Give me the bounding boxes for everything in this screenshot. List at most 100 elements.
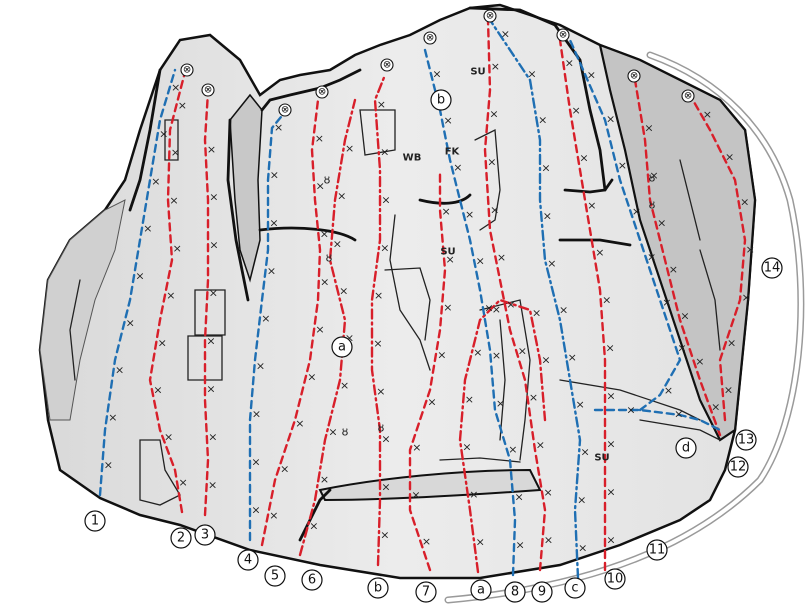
bolt-cross-icon: × <box>465 393 474 406</box>
svg-text:6: 6 <box>308 573 316 588</box>
sector-letter-b: b <box>367 577 389 599</box>
svg-text:⊗: ⊗ <box>630 71 638 82</box>
bolt-cross-icon: × <box>644 121 653 134</box>
bolt-cross-icon: × <box>261 312 270 325</box>
bolt-cross-icon: × <box>209 287 218 300</box>
bolt-cross-icon: × <box>476 536 485 549</box>
bolt-cross-icon: × <box>340 379 349 392</box>
bolt-cross-icon: × <box>547 257 556 270</box>
route-number-13: 13 <box>735 429 757 451</box>
bolt-cross-icon: × <box>515 539 524 552</box>
bolt-cross-icon: × <box>529 391 538 404</box>
bolt-cross-icon: × <box>333 237 342 250</box>
bolt-cross-icon: × <box>411 489 420 502</box>
bolt-cross-icon: × <box>316 180 325 193</box>
svg-text:7: 7 <box>422 585 430 600</box>
bolt-cross-icon: × <box>339 284 348 297</box>
bolt-cross-icon: × <box>497 251 506 264</box>
lowering-anchor-icon: ⊗ <box>556 28 570 42</box>
bolt-cross-icon: × <box>178 99 187 112</box>
bolt-cross-icon: × <box>178 476 187 489</box>
lowering-anchor-icon: ⊗ <box>180 63 194 77</box>
bolt-cross-icon: × <box>496 397 505 410</box>
route-10 <box>558 38 607 572</box>
bolt-cross-icon: × <box>649 169 658 182</box>
bolt-cross-icon: × <box>543 209 552 222</box>
bolt-cross-icon: × <box>527 68 536 81</box>
bolt-cross-icon: × <box>376 385 385 398</box>
bolt-cross-icon: × <box>492 303 501 316</box>
route-number-2: 2 <box>170 527 192 549</box>
bolt-cross-icon: × <box>443 114 452 127</box>
svg-text:b: b <box>437 93 445 108</box>
lowering-anchor-icon: ⊗ <box>483 9 497 23</box>
sector-letter-markers: a a b b c d <box>331 89 697 601</box>
bolt-cross-icon: × <box>208 431 217 444</box>
bolt-cross-icon: × <box>328 426 337 439</box>
bolt-cross-icon: × <box>508 443 517 456</box>
bolt-cross-icon: × <box>381 433 390 446</box>
bolt-cross-icon: × <box>484 302 493 315</box>
route-number-10: 10 <box>604 568 626 590</box>
bolt-cross-icon: × <box>565 57 574 70</box>
bolt-cross-icon: × <box>307 370 316 383</box>
bolt-cross-icon: × <box>575 398 584 411</box>
route-11 <box>568 38 682 412</box>
sector-letter-a: a <box>470 579 492 601</box>
bolt-cross-icon: × <box>345 331 354 344</box>
route-number-6: 6 <box>301 569 323 591</box>
bolt-cross-icon: × <box>465 208 474 221</box>
bolt-cross-icon: × <box>674 408 683 421</box>
bolt-cross-icon: × <box>207 143 216 156</box>
route-c <box>488 18 582 580</box>
bolt-cross-icon: × <box>380 146 389 159</box>
svg-text:5: 5 <box>271 569 279 584</box>
bolt-cross-icon: × <box>171 81 180 94</box>
bolt-cross-icon: × <box>443 301 452 314</box>
bolt-cross-icon: × <box>269 509 278 522</box>
bolt-cross-icon: × <box>543 486 552 499</box>
sling-icon: ȣ <box>342 426 349 439</box>
slings: ȣ ȣ ȣ ȣ ȣ ȣ <box>324 172 656 439</box>
route-number-8: 8 <box>504 581 526 603</box>
bolt-cross-icon: × <box>337 190 346 203</box>
bolt-cross-icon: × <box>373 337 382 350</box>
annotation-su: SU <box>440 247 455 258</box>
route-number-3: 3 <box>194 524 216 546</box>
svg-text:4: 4 <box>244 553 252 568</box>
bolt-cross-icon: × <box>578 542 587 555</box>
bolt-cross-icon: × <box>206 335 215 348</box>
bolt-cross-icon: × <box>595 246 604 259</box>
bolt-cross-icon: × <box>725 151 734 164</box>
bolt-cross-icon: × <box>677 342 686 355</box>
sling-icon: ȣ <box>649 199 656 212</box>
lowering-anchor-icon: ⊗ <box>380 58 394 72</box>
bolt-cross-icon: × <box>606 486 615 499</box>
route-number-7: 7 <box>415 581 437 603</box>
bolt-cross-icon: × <box>164 430 173 443</box>
bolts: × × × × × × × × × × × × × × × × × × × × × × × × × × × × × × × × × × × × × × × ×… <box>104 28 755 555</box>
svg-text:⊗: ⊗ <box>318 87 326 98</box>
bolt-cross-icon: × <box>274 121 283 134</box>
svg-text:13: 13 <box>738 433 755 448</box>
bolt-cross-icon: × <box>647 250 656 263</box>
anchors: ⊗ ⊗ ⊗ ⊗ ⊗ ⊗ ⊗ ⊗ ⊗ ⊗ <box>180 9 695 117</box>
bolt-cross-icon: × <box>280 462 289 475</box>
route-3 <box>203 90 210 517</box>
svg-text:⊗: ⊗ <box>183 65 191 76</box>
bolt-cross-icon: × <box>151 175 160 188</box>
bolt-cross-icon: × <box>309 520 318 533</box>
sector-letter-c: c <box>564 577 586 599</box>
annotation-fk: FK <box>445 147 461 158</box>
bolt-cross-icon: × <box>153 384 162 397</box>
svg-text:1: 1 <box>91 514 99 529</box>
approach-path-inner <box>446 53 803 602</box>
svg-text:⊗: ⊗ <box>426 33 434 44</box>
bolt-cross-icon: × <box>320 228 329 241</box>
bolt-cross-icon: × <box>579 152 588 165</box>
bolt-cross-icon: × <box>315 132 324 145</box>
rock-features <box>69 6 721 542</box>
bolt-cross-icon: × <box>437 349 446 362</box>
shaded-left-flake <box>39 199 126 421</box>
route-number-9: 9 <box>531 581 553 603</box>
